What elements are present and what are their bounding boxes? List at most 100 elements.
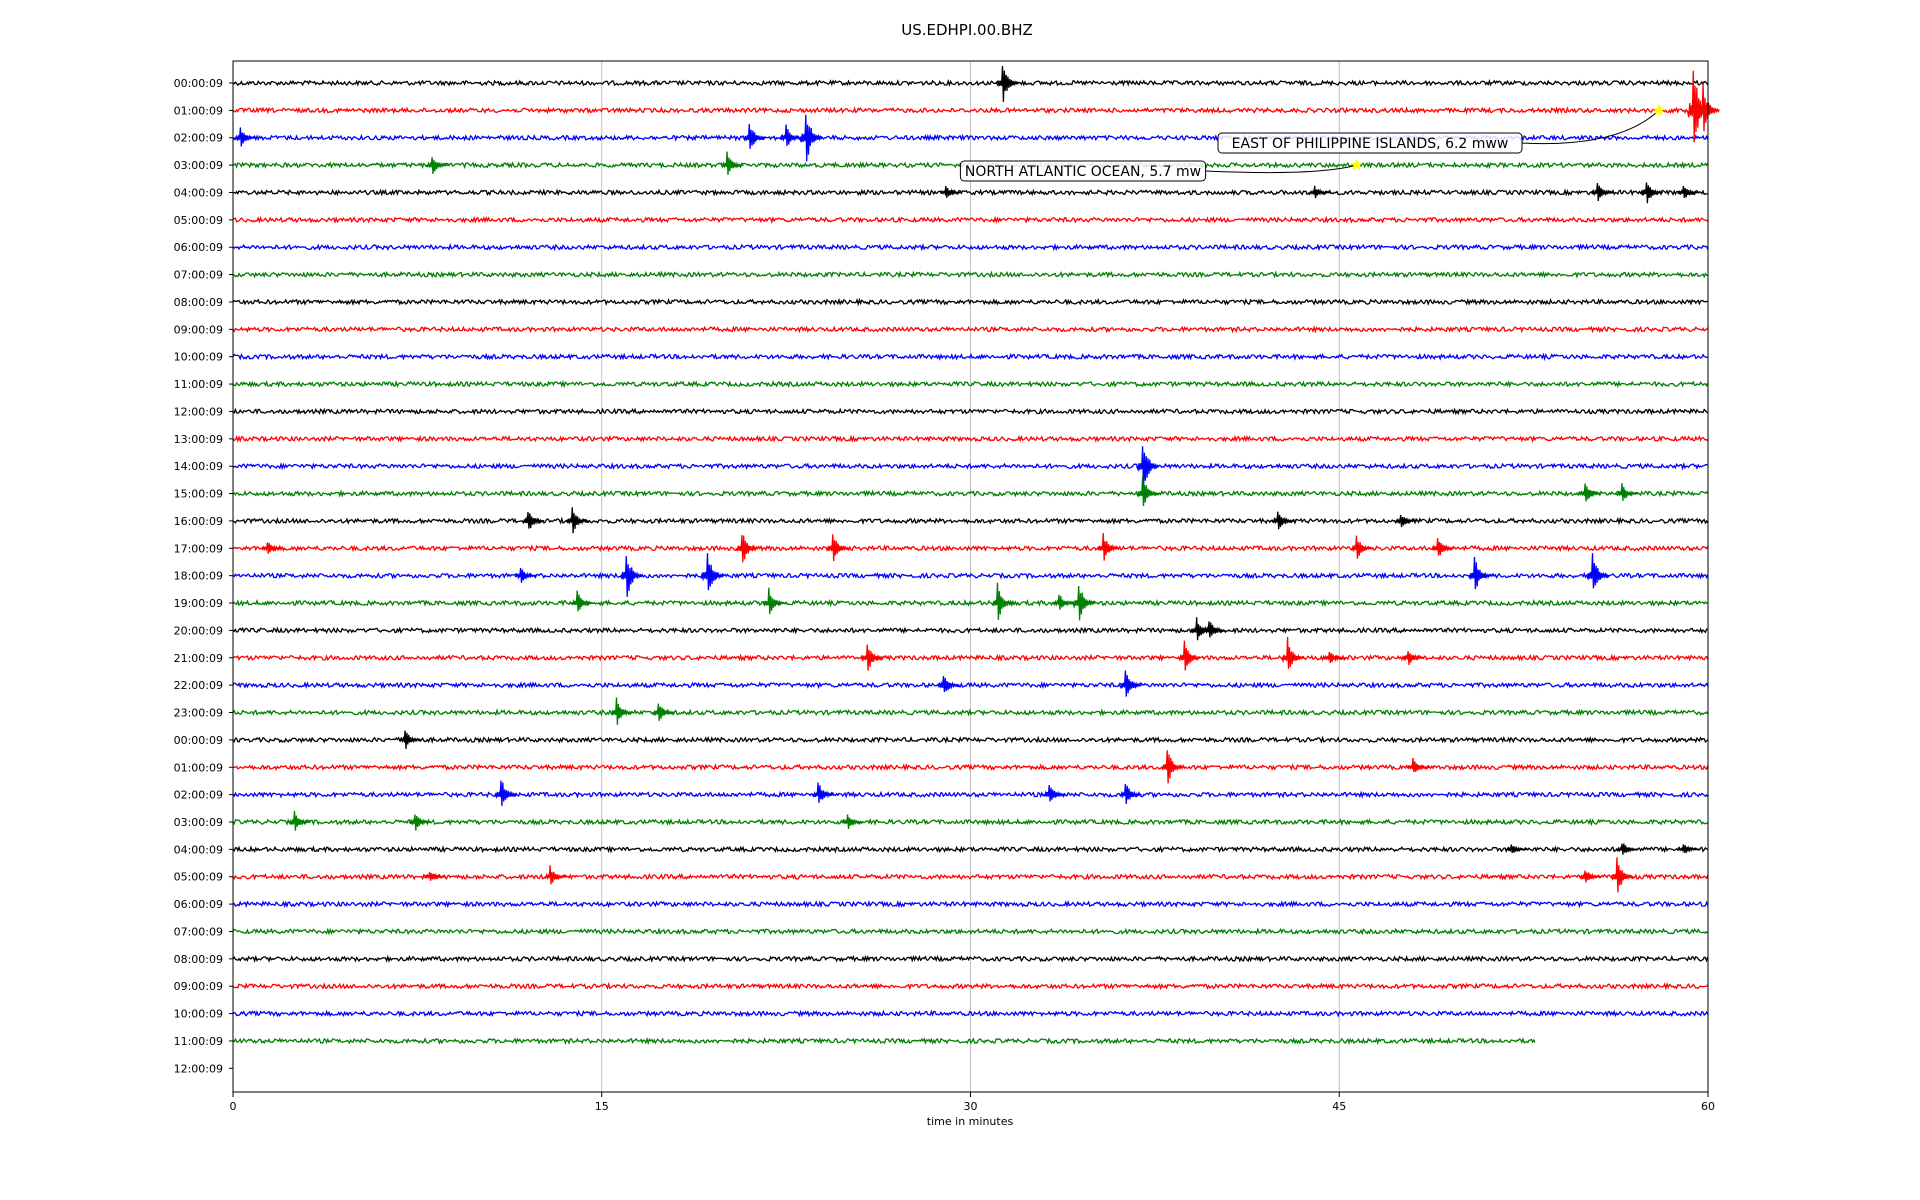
event-spike [762, 587, 786, 615]
row-label: 03:00:09 [174, 816, 223, 829]
row-label: 22:00:09 [174, 679, 223, 692]
row-label: 17:00:09 [174, 542, 223, 555]
row-label: 11:00:09 [174, 378, 223, 391]
event-spike [288, 810, 312, 831]
trace-row-18 [232, 571, 1709, 580]
trace-row-5 [232, 215, 1709, 224]
x-tick-label: 0 [230, 1100, 237, 1113]
event-spike [494, 780, 518, 806]
trace-row-8 [232, 297, 1708, 307]
trace-row-22 [232, 680, 1709, 690]
event-spike [1118, 783, 1142, 805]
x-tick-label: 30 [964, 1100, 978, 1113]
row-label: 07:00:09 [174, 925, 223, 938]
trace-row-33 [232, 981, 1709, 991]
row-label: 20:00:09 [174, 624, 223, 637]
row-label: 10:00:09 [174, 1008, 223, 1021]
event-spike [609, 697, 634, 725]
annotation-leader [1521, 110, 1660, 145]
annotation-box [959, 160, 1207, 182]
event-spike [1177, 640, 1201, 671]
event-spike [1202, 621, 1226, 638]
event-spike [1118, 670, 1143, 697]
row-label: 03:00:09 [174, 159, 223, 172]
event-spike [1136, 446, 1160, 492]
event-spike [514, 567, 538, 583]
event-spike [995, 65, 1020, 102]
trace-row-24 [232, 735, 1709, 745]
event-spike [543, 865, 567, 885]
event-spike [1610, 857, 1634, 893]
annotation-0: EAST OF PHILIPPINE ISLANDS, 6.2 mww [1217, 103, 1666, 154]
row-label: 21:00:09 [174, 652, 223, 665]
event-spike [1136, 476, 1160, 507]
event-spike [1640, 182, 1664, 204]
event-spike [398, 730, 422, 750]
row-label: 07:00:09 [174, 269, 223, 282]
x-tick-label: 60 [1701, 1100, 1715, 1113]
annotation-text: NORTH ATLANTIC OCEAN, 5.7 mw [965, 164, 1201, 180]
row-label: 00:00:09 [174, 77, 223, 90]
event-spike [1467, 556, 1492, 590]
event-spike [260, 542, 284, 554]
trace-row-28 [232, 845, 1709, 854]
row-label: 04:00:09 [174, 843, 223, 856]
event-spike [1322, 651, 1346, 663]
x-axis-label: time in minutes [927, 1115, 1014, 1128]
event-spike [1401, 651, 1425, 666]
x-tick-label: 15 [595, 1100, 609, 1113]
row-label: 14:00:09 [174, 460, 223, 473]
trace-row-20 [232, 626, 1709, 635]
event-spike [860, 644, 884, 671]
row-label: 15:00:09 [174, 488, 223, 501]
trace-row-9 [232, 325, 1709, 334]
row-label: 23:00:09 [174, 707, 223, 720]
event-star-marker [1350, 158, 1363, 171]
trace-row-19 [232, 598, 1708, 608]
event-spike [1590, 183, 1614, 202]
events-group [233, 65, 1720, 893]
event-spike [521, 512, 545, 529]
chart-title: US.EDHPI.00.BHZ [901, 21, 1033, 39]
event-spike [742, 123, 766, 149]
row-label: 02:00:09 [174, 132, 223, 145]
row-label: 02:00:09 [174, 789, 223, 802]
row-label: 04:00:09 [174, 186, 223, 199]
event-spike [1394, 515, 1418, 527]
event-spike [700, 553, 725, 591]
trace-row-32 [232, 954, 1709, 963]
event-spike [826, 534, 850, 562]
event-spike [1072, 585, 1096, 621]
event-star-marker [1652, 103, 1666, 116]
row-label: 01:00:09 [174, 104, 223, 117]
row-label: 08:00:09 [174, 296, 223, 309]
event-spike [1505, 844, 1528, 853]
row-label: 09:00:09 [174, 980, 223, 993]
row-label: 08:00:09 [174, 953, 223, 966]
row-label: 12:00:09 [174, 405, 223, 418]
trace-row-14 [232, 461, 1709, 471]
trace-row-1 [232, 106, 1709, 115]
trace-row-12 [232, 407, 1709, 416]
event-spike [651, 703, 675, 721]
event-spike [1677, 186, 1700, 198]
trace-row-17 [232, 544, 1709, 553]
annotation-leader [1205, 164, 1357, 174]
trace-row-26 [232, 790, 1709, 799]
annotation-1: NORTH ATLANTIC OCEAN, 5.7 mw [959, 158, 1363, 182]
event-spike [1578, 483, 1602, 502]
event-spike [1615, 483, 1639, 502]
event-spike [990, 582, 1015, 620]
event-spike [1615, 843, 1639, 855]
row-label: 19:00:09 [174, 597, 223, 610]
trace-row-35 [232, 1036, 1536, 1046]
row-label: 16:00:09 [174, 515, 223, 528]
trace-row-31 [232, 927, 1709, 936]
event-spike [565, 507, 589, 534]
event-spike [811, 782, 835, 803]
event-spike [1052, 594, 1076, 610]
row-label: 00:00:09 [174, 734, 223, 747]
trace-row-30 [232, 899, 1709, 909]
trace-row-13 [232, 434, 1709, 444]
